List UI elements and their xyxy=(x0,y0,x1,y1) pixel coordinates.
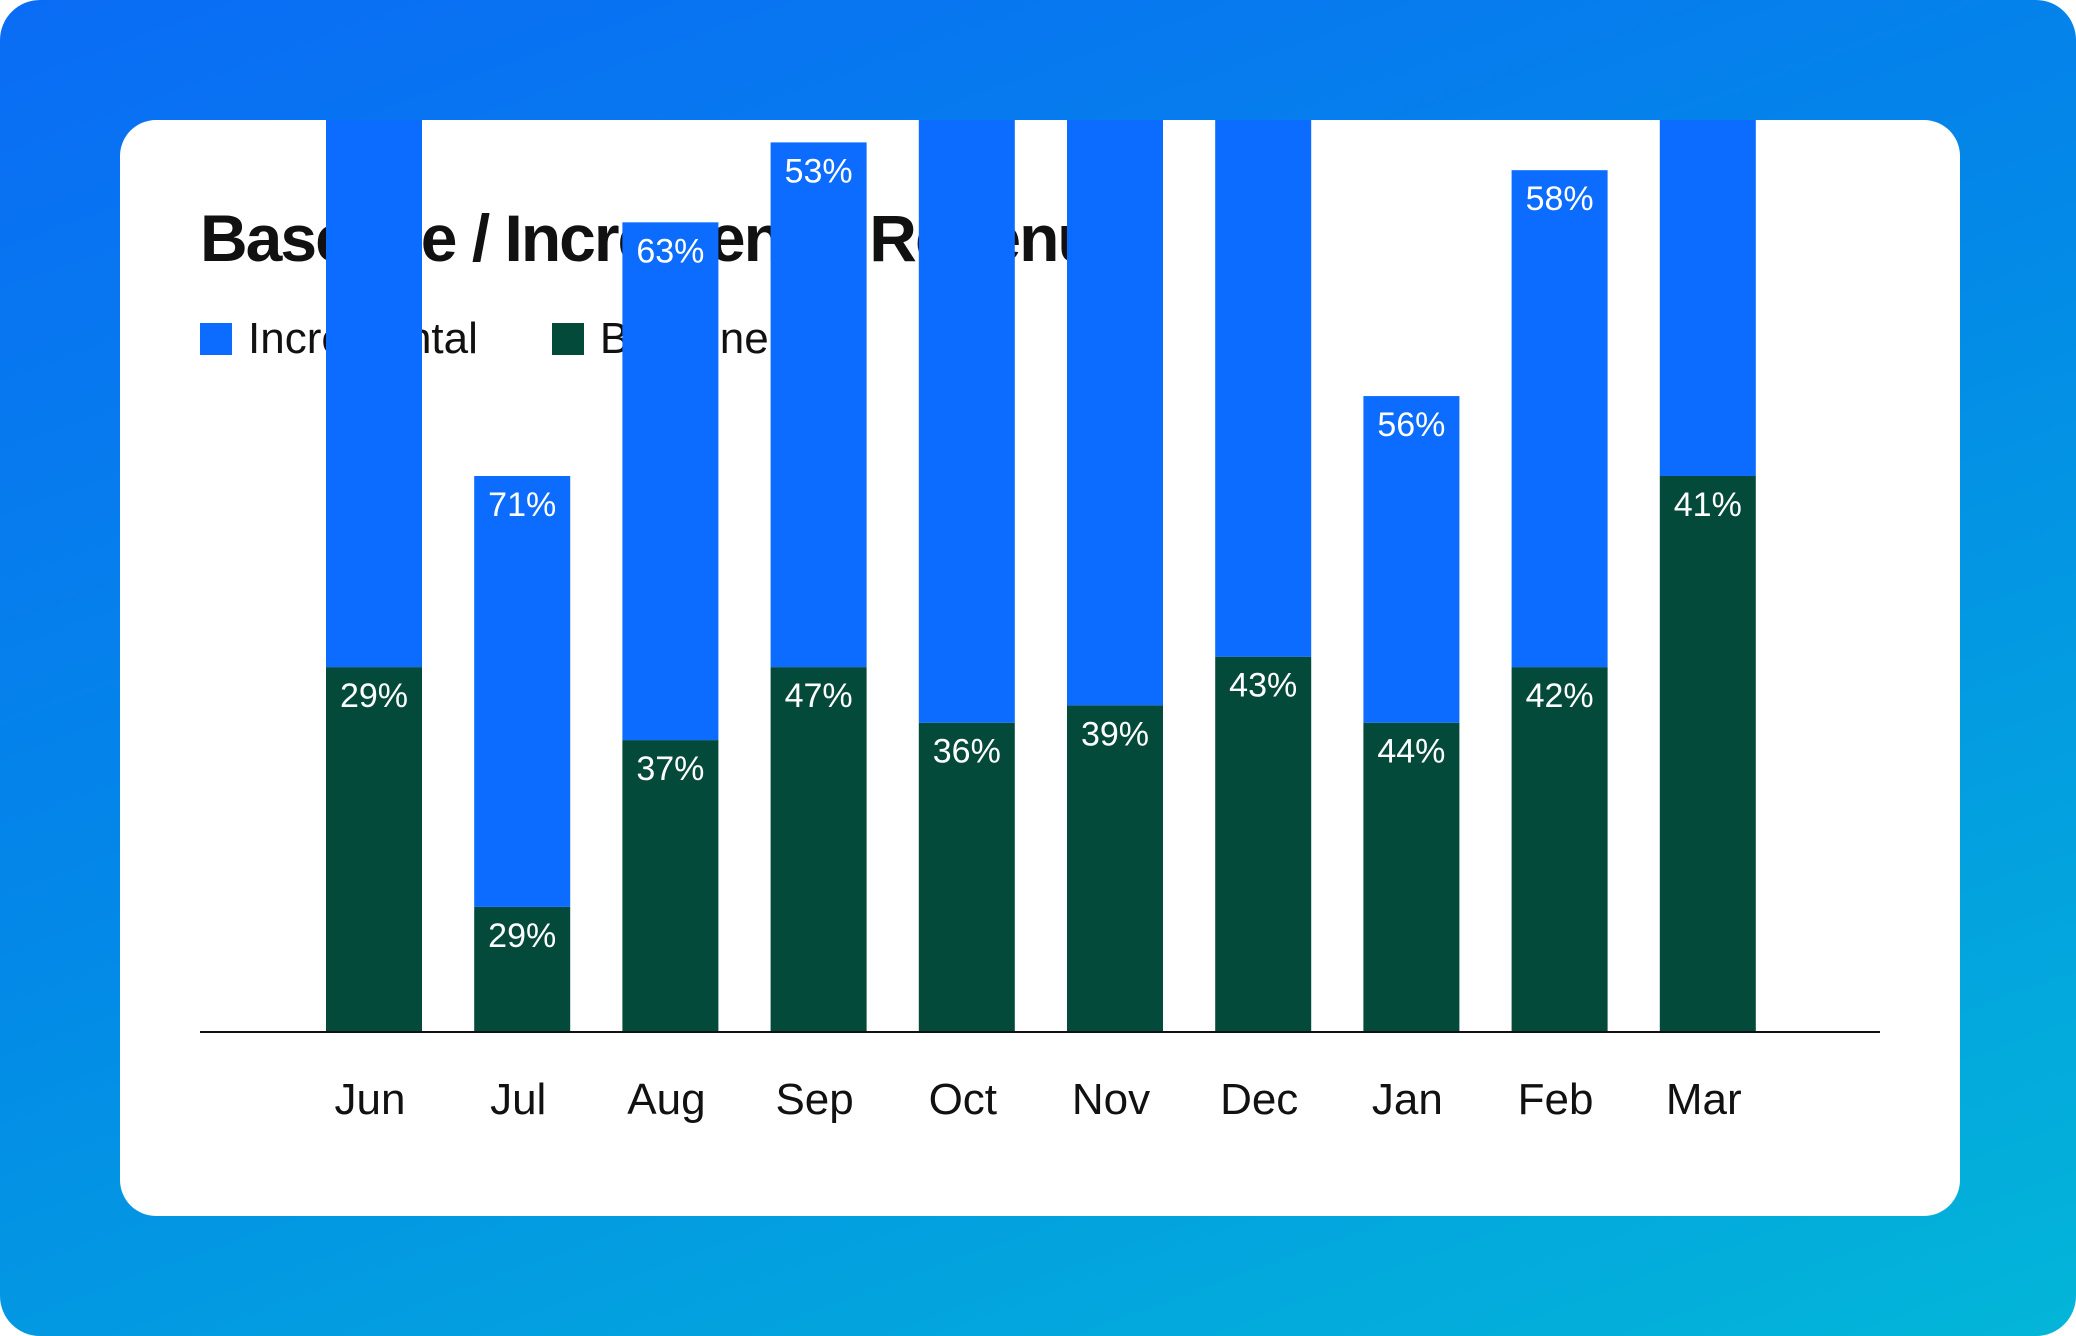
data-label-incremental-aug: 63% xyxy=(636,232,704,270)
x-tick-label-oct: Oct xyxy=(929,1075,997,1124)
bar-incremental-jul xyxy=(474,476,571,907)
bar-baseline-oct xyxy=(918,722,1015,1032)
data-label-baseline-jan: 44% xyxy=(1377,733,1445,771)
x-tick-label-feb: Feb xyxy=(1518,1075,1594,1124)
x-tick-label-mar: Mar xyxy=(1666,1075,1742,1124)
data-label-baseline-sep: 47% xyxy=(785,677,853,715)
x-tick-label-jun: Jun xyxy=(335,1075,406,1124)
stacked-bar-chart: 29%71%Jun29%71%Jul37%63%Aug47%53%Sep36%6… xyxy=(200,120,1880,1124)
bar-baseline-sep xyxy=(770,667,867,1032)
bar-incremental-feb xyxy=(1511,170,1608,668)
bar-incremental-jun xyxy=(326,120,422,668)
x-tick-label-sep: Sep xyxy=(775,1075,853,1124)
x-tick-label-dec: Dec xyxy=(1220,1075,1298,1124)
legend-swatch-baseline xyxy=(551,323,584,355)
bar-incremental-aug xyxy=(622,222,719,741)
bar-baseline-feb xyxy=(1511,667,1608,1032)
bar-incremental-mar xyxy=(1659,120,1756,476)
bar-baseline-aug xyxy=(622,740,719,1032)
bar-incremental-jan xyxy=(1363,396,1460,723)
x-tick-label-jan: Jan xyxy=(1372,1075,1443,1124)
data-label-baseline-jul: 29% xyxy=(488,917,556,955)
bar-incremental-dec xyxy=(1215,120,1312,657)
data-label-baseline-jun: 29% xyxy=(340,677,408,715)
data-label-incremental-jan: 56% xyxy=(1377,406,1445,444)
bar-baseline-dec xyxy=(1215,656,1312,1032)
data-label-baseline-nov: 39% xyxy=(1081,715,1149,753)
data-label-baseline-mar: 41% xyxy=(1674,486,1742,524)
data-label-baseline-oct: 36% xyxy=(933,733,1001,771)
data-label-incremental-jul: 71% xyxy=(488,486,556,524)
data-label-baseline-aug: 37% xyxy=(636,750,704,788)
x-tick-label-jul: Jul xyxy=(490,1075,546,1124)
bar-incremental-nov xyxy=(1067,120,1163,706)
bar-baseline-mar xyxy=(1659,476,1756,1032)
data-label-baseline-feb: 42% xyxy=(1526,677,1594,715)
data-label-baseline-dec: 43% xyxy=(1229,667,1297,705)
bar-incremental-oct xyxy=(918,120,1015,723)
data-label-incremental-feb: 58% xyxy=(1526,180,1594,218)
bar-baseline-jun xyxy=(326,667,422,1032)
bar-baseline-jul xyxy=(474,906,571,1032)
chart-card: Baseline / Incremental Revenue Increment… xyxy=(120,120,1960,1216)
x-tick-label-nov: Nov xyxy=(1072,1075,1150,1124)
bar-incremental-sep xyxy=(770,142,867,668)
bar-baseline-nov xyxy=(1067,705,1163,1032)
bar-baseline-jan xyxy=(1363,722,1460,1032)
x-tick-label-aug: Aug xyxy=(627,1075,705,1124)
legend-swatch-incremental xyxy=(200,323,232,355)
data-label-incremental-sep: 53% xyxy=(785,152,853,190)
